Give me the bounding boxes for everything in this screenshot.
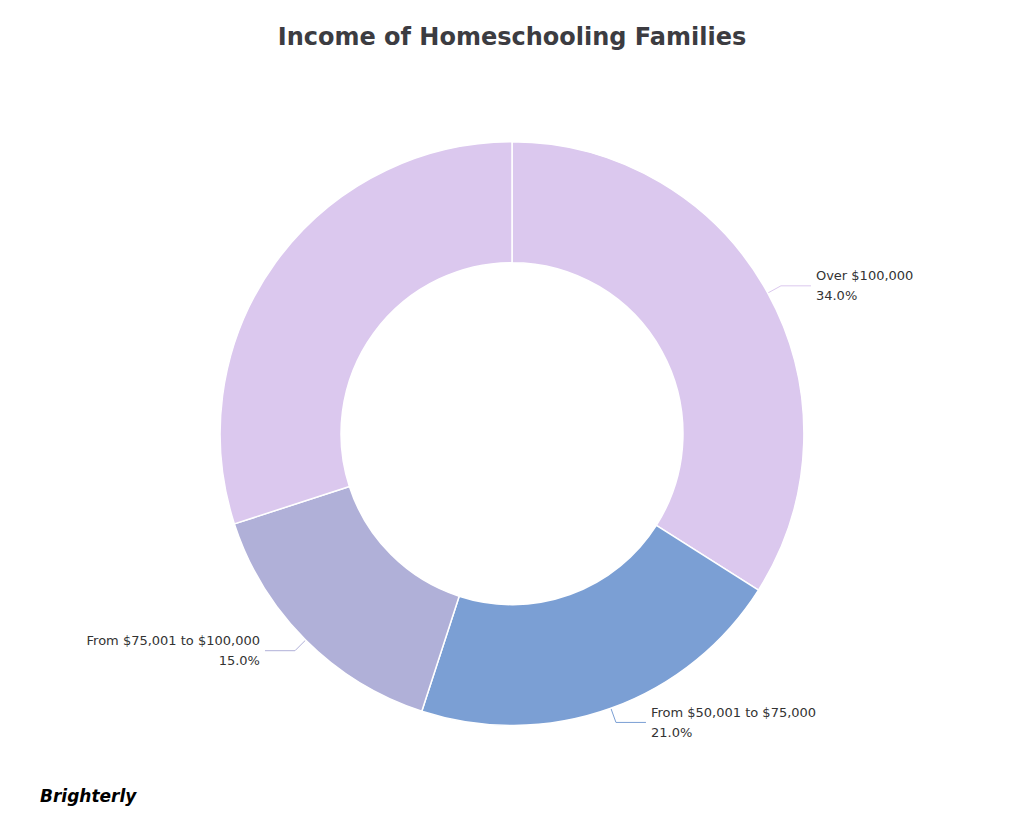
svg-text:21.0%: 21.0% — [651, 725, 692, 740]
svg-text:From $75,001 to $100,000: From $75,001 to $100,000 — [87, 633, 260, 648]
svg-text:34.0%: 34.0% — [816, 288, 857, 303]
svg-text:Over $100,000: Over $100,000 — [816, 268, 913, 283]
svg-text:Income of Homeschooling Famili: Income of Homeschooling Families — [278, 23, 747, 51]
svg-text:Brighterly: Brighterly — [40, 786, 137, 806]
svg-text:15.0%: 15.0% — [219, 653, 260, 668]
svg-text:From $50,001 to $75,000: From $50,001 to $75,000 — [651, 705, 816, 720]
